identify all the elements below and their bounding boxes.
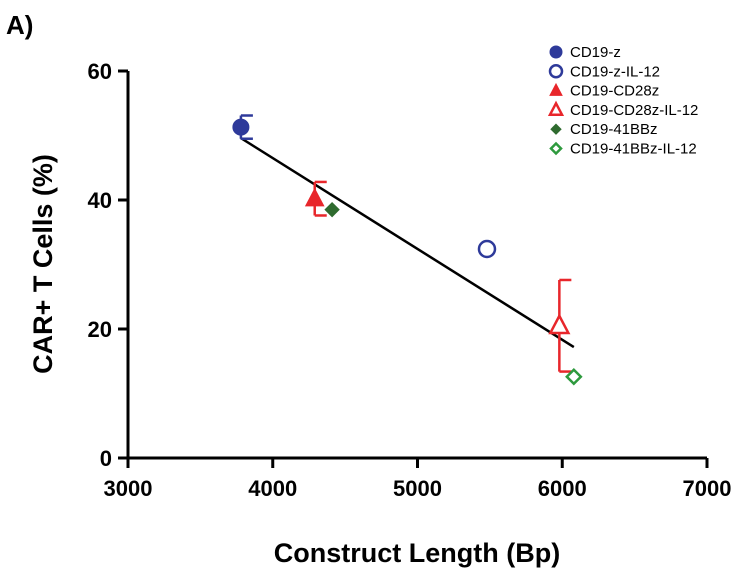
legend-marker bbox=[547, 100, 565, 116]
legend-marker bbox=[550, 123, 562, 135]
legend-label: CD19-z-IL-12 bbox=[570, 63, 660, 80]
legend-marker bbox=[549, 45, 563, 59]
y-tick-label: 60 bbox=[88, 59, 112, 84]
fit-line bbox=[240, 137, 575, 349]
legend-marker bbox=[549, 82, 563, 96]
legend-label: CD19-CD28z-IL-12 bbox=[570, 102, 698, 119]
data-points bbox=[232, 114, 583, 386]
data-point-3 bbox=[304, 187, 325, 207]
legend-label: CD19-z bbox=[570, 44, 621, 61]
x-tick-label: 4000 bbox=[248, 476, 297, 501]
legend: CD19-z CD19-z-IL-12 CD19-CD28z CD19-CD28z-I… bbox=[547, 44, 698, 158]
y-tick-label: 20 bbox=[88, 317, 112, 342]
x-axis-ticks: 3000 4000 5000 6000 7000 bbox=[104, 458, 732, 501]
legend-marker bbox=[548, 64, 564, 79]
regression-line bbox=[240, 137, 575, 349]
y-axis-ticks: 0 20 40 60 bbox=[88, 59, 128, 471]
panel-label: A) bbox=[6, 10, 33, 40]
x-tick-label: 7000 bbox=[683, 476, 732, 501]
x-tick-label: 6000 bbox=[538, 476, 587, 501]
legend-label: CD19-CD28z bbox=[570, 83, 659, 100]
x-tick-label: 3000 bbox=[104, 476, 153, 501]
y-tick-label: 40 bbox=[88, 188, 112, 213]
data-point-4 bbox=[548, 313, 571, 335]
legend-marker bbox=[549, 141, 563, 156]
legend-label: CD19-41BBz-IL-12 bbox=[570, 141, 697, 158]
x-tick-label: 5000 bbox=[393, 476, 442, 501]
data-point-2 bbox=[477, 239, 497, 259]
data-point-5 bbox=[324, 201, 340, 218]
data-point-1 bbox=[232, 118, 250, 136]
x-axis-title: Construct Length (Bp) bbox=[274, 538, 560, 568]
data-point-6 bbox=[565, 367, 583, 386]
legend-label: CD19-41BBz bbox=[570, 121, 658, 138]
y-tick-label: 0 bbox=[100, 446, 112, 471]
y-axis-title: CAR+ T Cells (%) bbox=[28, 154, 58, 374]
